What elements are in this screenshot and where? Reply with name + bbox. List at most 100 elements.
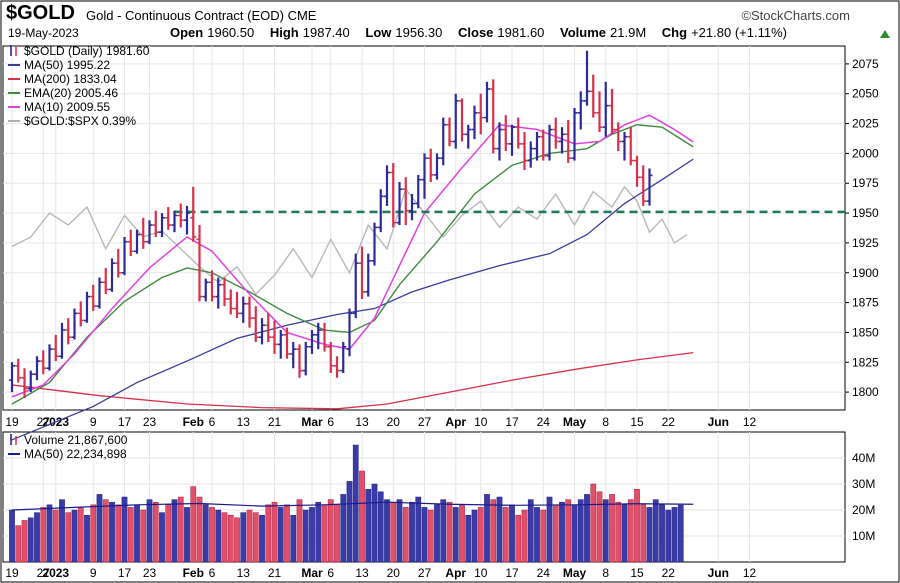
- x-tick-label: May: [563, 566, 587, 580]
- legend-label: MA(50) 1995.22: [24, 58, 110, 72]
- y-tick-label: 1975: [852, 176, 879, 190]
- volume-bar: [440, 499, 447, 563]
- x-tick-label: Mar: [301, 566, 323, 580]
- volume-bar: [65, 512, 72, 563]
- x-tick-label: 27: [418, 415, 432, 429]
- volume-bar: [502, 507, 509, 563]
- stockcharts-credit[interactable]: ©StockCharts.com: [741, 8, 850, 23]
- volume-bar: [540, 509, 547, 563]
- volume-bar: [202, 504, 209, 563]
- volume-bar: [484, 494, 490, 563]
- x-tick-label: Jun: [708, 566, 729, 580]
- volume-bar: [315, 501, 322, 563]
- x-tick-label: 9: [90, 415, 97, 429]
- x-tick-label: 6: [209, 415, 216, 429]
- high-value: 1987.40: [302, 25, 350, 40]
- volume-bar: [565, 499, 572, 563]
- volume-bar: [59, 499, 65, 563]
- volume-bar: [571, 504, 578, 563]
- x-tick-label: 17: [505, 566, 519, 580]
- y-tick-label: 1800: [852, 385, 879, 399]
- y-tick-label: 1925: [852, 236, 879, 250]
- x-tick-label: 20: [387, 415, 401, 429]
- x-tick-label: 17: [505, 415, 519, 429]
- ticker-symbol: $GOLD: [6, 2, 75, 24]
- y-tick-label: 1950: [852, 206, 879, 220]
- y-tick-label: 30M: [852, 477, 875, 491]
- volume-bar: [659, 504, 665, 563]
- volume-bar: [271, 501, 278, 563]
- volume-bar: [52, 509, 59, 563]
- volume-bar: [302, 509, 309, 563]
- y-tick-label: 40M: [852, 451, 875, 465]
- volume-bar: [96, 494, 103, 563]
- x-tick-label: 8: [602, 415, 609, 429]
- y-tick-label: 2050: [852, 87, 879, 101]
- ma50-line: [11, 158, 694, 441]
- open-value: 1960.50: [207, 25, 255, 40]
- volume-bar: [309, 507, 315, 563]
- volume-bar: [246, 509, 253, 563]
- volume-bar: [515, 514, 522, 563]
- volume-bar: [209, 507, 215, 563]
- y-tick-label: 1900: [852, 266, 879, 280]
- x-tick-label: 8: [602, 566, 609, 580]
- x-tick-label: 17: [118, 415, 132, 429]
- volume-bar: [121, 496, 128, 563]
- volume-label: Volume: [560, 25, 607, 40]
- volume-bar: [284, 504, 290, 563]
- volume-bar: [546, 496, 553, 563]
- volume-bar: [384, 499, 390, 563]
- volume-bar: [146, 499, 153, 563]
- x-tick-label: 10: [474, 566, 488, 580]
- x-tick-label: 24: [537, 415, 551, 429]
- volume-bar: [365, 488, 372, 563]
- x-tick-label: 13: [355, 566, 369, 580]
- x-tick-label: 13: [355, 415, 369, 429]
- volume-bar: [77, 507, 84, 563]
- volume-bar: [234, 517, 240, 563]
- volume-bar: [446, 501, 453, 563]
- volume-bar: [577, 499, 584, 563]
- volume-bar: [159, 512, 165, 563]
- volume-bar: [165, 504, 172, 563]
- chart-header: $GOLD Gold - Continuous Contract (EOD) C…: [0, 0, 900, 44]
- volume-bar: [377, 491, 384, 563]
- up-triangle-icon: [880, 30, 890, 38]
- x-tick-label: 15: [630, 566, 644, 580]
- volume-bar: [71, 509, 78, 563]
- x-tick-label: Jun: [708, 415, 729, 429]
- x-tick-label: Apr: [445, 566, 466, 580]
- volume-bar: [252, 512, 259, 563]
- volume-bar: [496, 496, 503, 563]
- x-tick-label: 27: [37, 566, 51, 580]
- volume-bar: [9, 509, 15, 563]
- x-tick-label: 19: [5, 415, 19, 429]
- volume-bar: [334, 504, 340, 563]
- volume-bar: [421, 507, 428, 563]
- volume-bar: [134, 504, 140, 563]
- volume-bar: [471, 509, 478, 563]
- x-tick-label: 2023: [42, 566, 69, 580]
- chg-value: +21.80 (+1.11%): [691, 25, 787, 40]
- y-tick-label: 1825: [852, 355, 879, 369]
- y-tick-label: 2025: [852, 117, 879, 131]
- x-tick-label: 10: [474, 415, 488, 429]
- volume-bar: [646, 507, 653, 563]
- x-tick-label: 21: [268, 566, 282, 580]
- volume-bar: [490, 499, 497, 563]
- volume-bar: [140, 509, 147, 563]
- high-label: High: [269, 25, 299, 40]
- volume-bar: [534, 507, 540, 563]
- volume-bar: [671, 507, 678, 563]
- y-tick-label: 1875: [852, 296, 879, 310]
- volume_legend-label: Volume 21,867,600: [24, 433, 128, 447]
- x-tick-label: 21: [268, 415, 282, 429]
- volume-bar: [190, 486, 197, 563]
- volume-bar: [221, 512, 228, 563]
- x-tick-label: Mar: [301, 415, 323, 429]
- x-tick-label: 6: [209, 566, 216, 580]
- volume-bar: [46, 504, 53, 563]
